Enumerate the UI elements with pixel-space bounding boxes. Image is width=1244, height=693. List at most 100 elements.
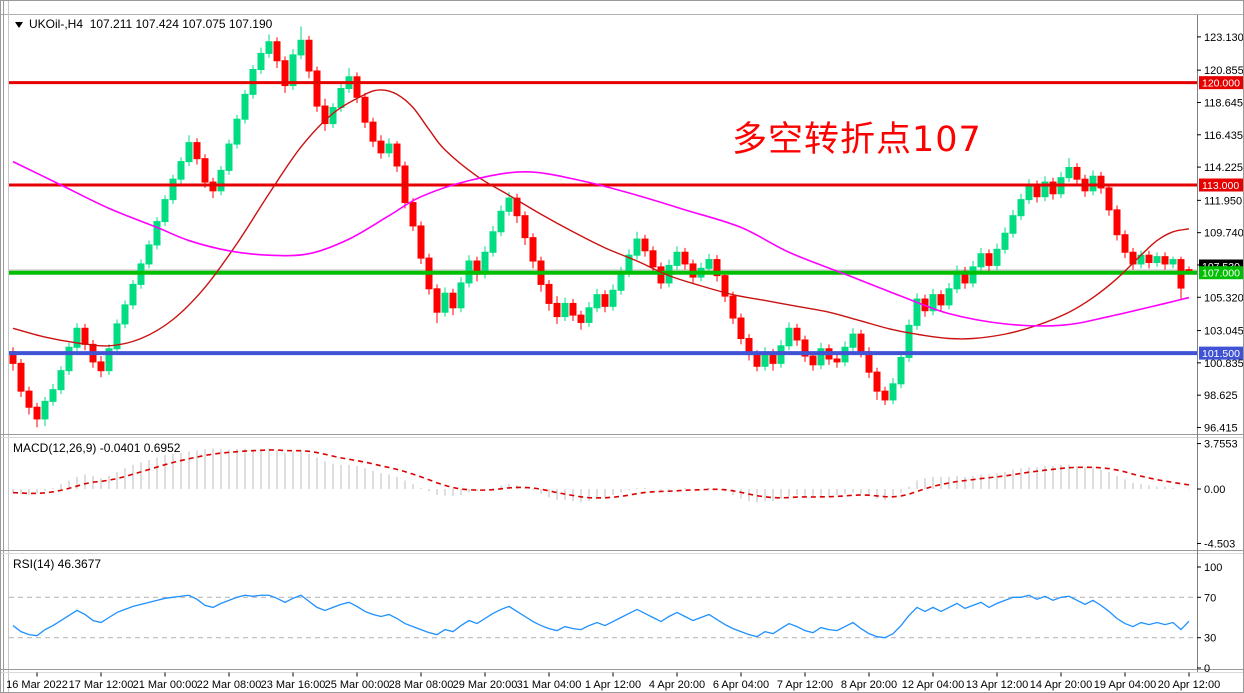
time-axis-label: 1 Apr 12:00	[585, 679, 641, 691]
time-axis-label: 22 Mar 08:00	[197, 679, 262, 691]
price-badge-113.000	[1199, 178, 1243, 192]
candle	[145, 240, 153, 269]
candle	[1153, 252, 1161, 267]
candle	[873, 367, 881, 400]
candle	[153, 217, 161, 250]
candle	[673, 246, 681, 270]
time-axis-label: 4 Apr 20:00	[649, 679, 705, 691]
candle	[1065, 157, 1073, 183]
candle	[569, 299, 577, 321]
candle	[169, 174, 177, 205]
symbol-period-label: UKOil-,H4	[29, 17, 84, 31]
ohlc-readout: 107.211 107.424 107.075 107.190	[89, 17, 273, 31]
candle	[161, 195, 169, 226]
candle	[257, 47, 265, 74]
rsi-axis-tick-label: 0	[1204, 663, 1210, 675]
candle	[129, 280, 137, 310]
symbol-dropdown-icon[interactable]	[15, 21, 23, 28]
candle	[433, 284, 441, 324]
price-badge-label: 101.500	[1202, 348, 1240, 360]
candle	[41, 396, 49, 427]
candle	[177, 157, 185, 184]
candle	[521, 211, 529, 245]
candle	[913, 293, 921, 330]
candle	[601, 290, 609, 313]
candle	[57, 366, 65, 395]
candle	[273, 37, 281, 69]
rsi-axis-tick-label: 100	[1204, 562, 1222, 574]
candle	[121, 300, 129, 329]
time-axis-label: 29 Mar 20:00	[453, 679, 518, 691]
candle	[713, 255, 721, 282]
candle	[97, 356, 105, 378]
candle	[833, 353, 841, 368]
candle	[313, 66, 321, 112]
candle	[241, 89, 249, 124]
candle	[897, 351, 905, 389]
candle	[361, 92, 369, 128]
candle	[1073, 163, 1081, 185]
candle	[889, 377, 897, 405]
candle	[105, 344, 113, 376]
candle	[17, 358, 25, 397]
candle	[441, 287, 449, 317]
candle	[385, 138, 393, 158]
candle	[265, 34, 273, 58]
macd-signal-line	[12, 449, 1190, 499]
price-badge-label: 107.000	[1202, 268, 1240, 280]
candle	[49, 383, 57, 406]
macd-axis-tick-label: 3.7553	[1204, 439, 1238, 451]
price-axis-tick-label: 120.855	[1204, 65, 1244, 77]
candle	[737, 313, 745, 345]
candle	[505, 192, 513, 216]
macd-axis-tick-label: 0.00	[1204, 484, 1225, 496]
candles-group	[9, 26, 1193, 428]
candle	[545, 280, 553, 311]
rsi-axis-tick-label: 70	[1204, 592, 1216, 604]
candle	[65, 342, 73, 376]
candle	[417, 221, 425, 264]
candle	[369, 117, 377, 147]
price-axis-tick-label: 111.950	[1204, 195, 1242, 207]
rsi-panel-label: RSI(14) 46.3677	[13, 557, 102, 571]
time-axis-label: 21 Mar 00:00	[133, 679, 198, 691]
price-badge-101.500	[1199, 346, 1243, 360]
candle	[321, 98, 329, 131]
candle	[25, 386, 33, 415]
candle	[553, 296, 561, 324]
candle	[489, 225, 497, 257]
candle	[73, 323, 81, 352]
candle	[945, 282, 953, 310]
candle	[681, 247, 689, 270]
candle	[793, 323, 801, 346]
price-axis-tick-label: 100.835	[1204, 358, 1244, 370]
candle	[1001, 227, 1009, 254]
candle	[1049, 177, 1057, 200]
price-axis-tick-label: 96.415	[1204, 422, 1238, 434]
candle	[1017, 193, 1025, 221]
candle	[1105, 183, 1113, 216]
price-badge-label: 113.000	[1202, 180, 1239, 192]
time-axis-label: 19 Apr 04:00	[1094, 679, 1156, 691]
time-axis-label: 6 Apr 04:00	[713, 679, 769, 691]
candle	[585, 301, 593, 327]
price-axis-tick-label: 103.045	[1204, 326, 1244, 338]
price-axis-tick-label: 114.225	[1204, 162, 1243, 174]
candle	[201, 154, 209, 188]
candle	[1145, 250, 1153, 269]
candle	[929, 288, 937, 316]
candle	[1041, 176, 1049, 202]
chart-title: UKOil-,H4 107.211 107.424 107.075 107.19…	[15, 17, 272, 31]
price-badge-label: 120.000	[1202, 78, 1240, 90]
candle	[993, 243, 1001, 270]
price-axis-tick-label: 116.435	[1204, 130, 1243, 142]
candle	[1121, 230, 1129, 259]
candle	[937, 290, 945, 311]
price-badge-107.000	[1199, 266, 1243, 280]
rsi-line	[12, 594, 1190, 639]
price-axis-tick-label: 123.130	[1204, 32, 1244, 44]
candle	[577, 310, 585, 330]
